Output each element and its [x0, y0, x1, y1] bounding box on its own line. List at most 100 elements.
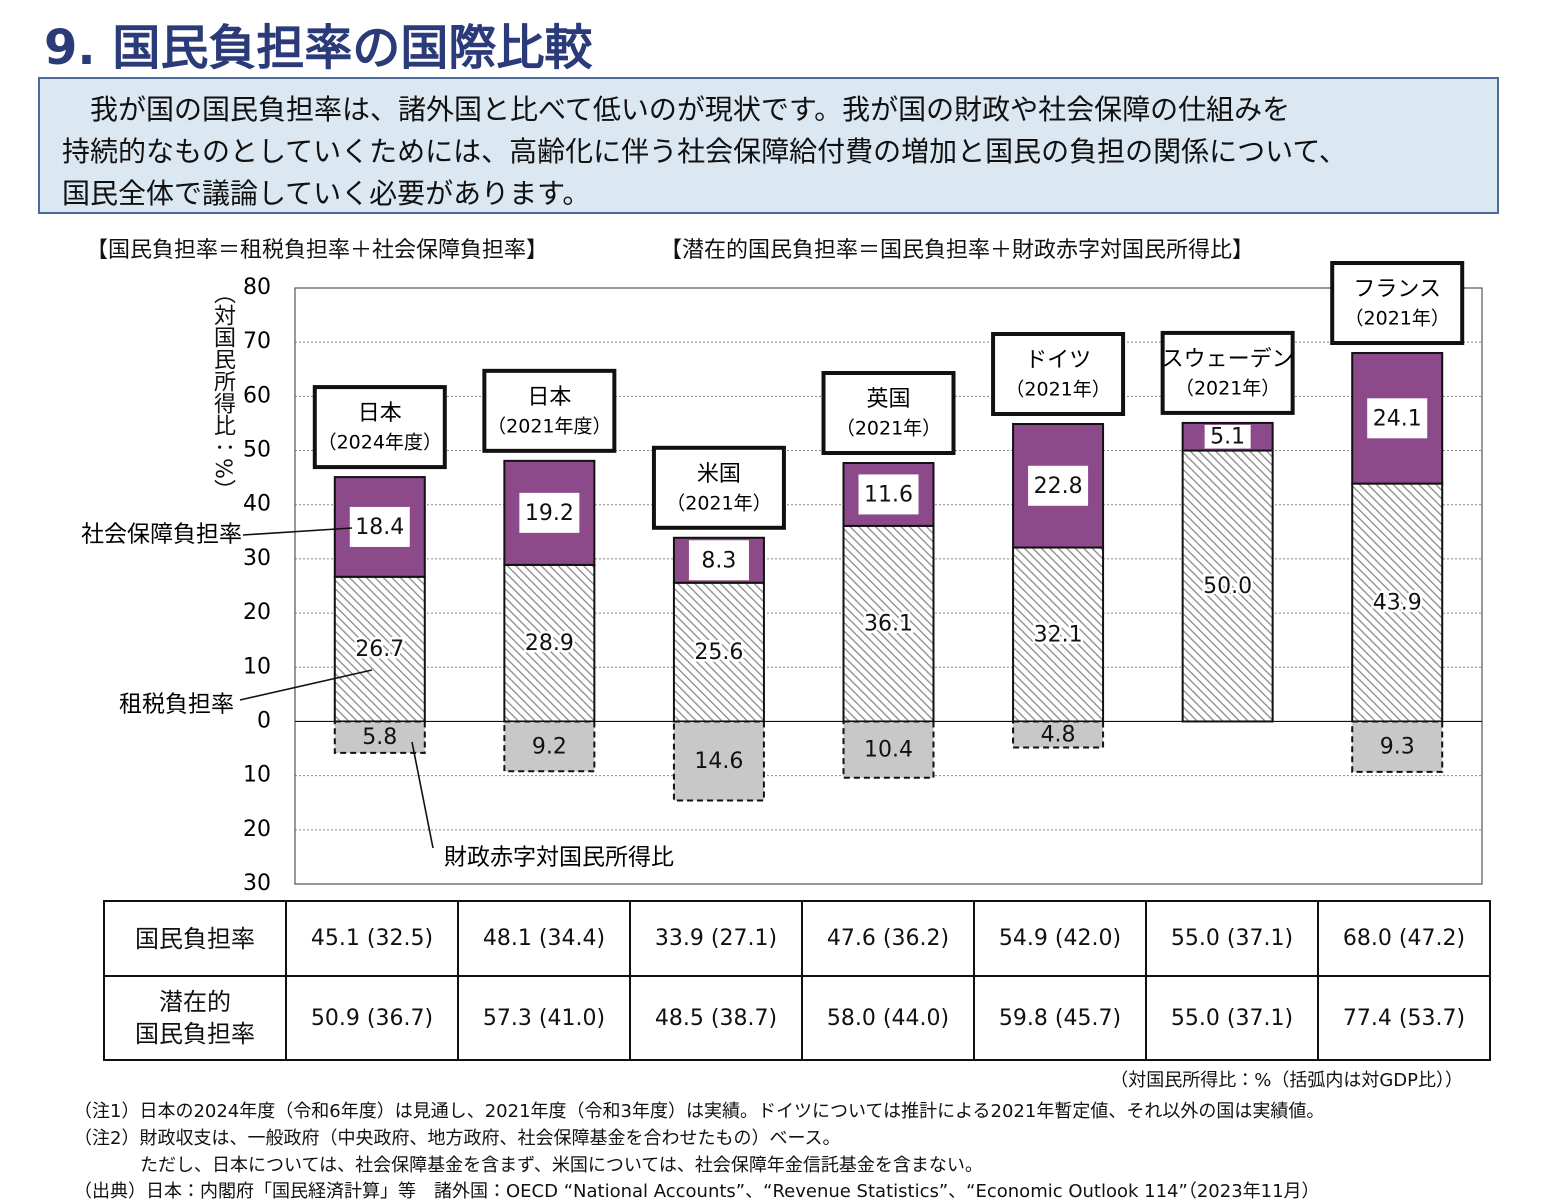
y-tick-label: 80 [243, 275, 271, 300]
formula: 【国民負担率＝租税負担率＋社会保障負担率】 [86, 238, 549, 263]
table-cell: 47.6 (36.2) [801, 900, 975, 977]
category-year: （2021年） [1005, 378, 1110, 400]
value-label: 5.1 [1210, 425, 1245, 450]
formula: 【潜在的国民負担率＝国民負担率＋財政赤字対国民所得比】 [660, 238, 1255, 263]
category-year: （2024年度） [318, 432, 442, 454]
table-cell: 68.0 (47.2) [1317, 900, 1491, 977]
y-tick-label: 30 [243, 871, 271, 896]
y-tick-label: 10 [243, 763, 271, 788]
y-tick-label: 0 [257, 708, 271, 733]
y-tick-label: 40 [243, 492, 271, 517]
table-cell: 55.0 (37.1) [1145, 975, 1319, 1061]
bar-segment [1181, 449, 1274, 723]
value-label: 22.8 [1034, 474, 1083, 499]
category-box [991, 331, 1126, 416]
annotation: 租税負担率 [119, 692, 234, 718]
category-label: 日本 [358, 401, 402, 426]
value-label: 9.3 [1380, 735, 1415, 760]
value-label: 9.2 [532, 734, 567, 759]
table-cell: 48.5 (38.7) [629, 975, 803, 1061]
category-label: フランス [1353, 277, 1441, 302]
value-label: 26.7 [355, 637, 404, 662]
category-year: （2021年） [666, 492, 771, 514]
value-label: 10.4 [864, 738, 913, 763]
value-label-box [519, 492, 580, 533]
leader-line [411, 741, 434, 849]
value-label: 28.9 [525, 631, 574, 656]
table-cell: 77.4 (53.7) [1317, 975, 1491, 1061]
table-cell: 54.9 (42.0) [973, 900, 1147, 977]
table-row: 国民負担率 45.1 (32.5) 48.1 (34.4) 33.9 (27.1) 47… [103, 900, 1491, 977]
table-cell: 59.8 (45.7) [973, 975, 1147, 1061]
table-row: 潜在的 国民負担率 50.9 (36.7) 57.3 (41.0) 48.5 (38.… [103, 975, 1491, 1061]
table-cell: 58.0 (44.0) [801, 975, 975, 1061]
category-year: （2021年） [1175, 377, 1280, 399]
category-box [821, 371, 956, 456]
note: （出典）日本：内閣府「国民経済計算」等 諸外国：OECD “National A… [74, 1181, 1320, 1202]
category-label: 日本 [527, 385, 571, 410]
page-title: 9. 国民負担率の国際比較 [44, 20, 593, 76]
value-label: 4.8 [1041, 722, 1076, 747]
category-year: （2021年度） [487, 415, 611, 437]
value-label: 25.6 [694, 640, 743, 665]
y-tick-label: 20 [243, 817, 271, 842]
leader-line [239, 669, 373, 701]
annotation: 社会保障負担率 [81, 522, 242, 548]
category-label: 英国 [866, 387, 910, 412]
leader-line [242, 527, 353, 536]
bar-segment [503, 720, 596, 773]
intro-line: 持続的なものとしていくためには、高齢化に伴う社会保障給付費の増加と国民の負担の関… [62, 135, 1347, 168]
category-box [312, 385, 447, 470]
value-label: 19.2 [525, 501, 574, 526]
unit-note: （対国民所得比：%（括弧内は対GDP比）） [1110, 1070, 1463, 1091]
category-label: スウェーデン [1162, 347, 1294, 372]
y-tick-label: 60 [243, 383, 271, 408]
value-label-box [1028, 465, 1089, 506]
value-label-box [1204, 424, 1251, 449]
value-label: 18.4 [355, 515, 404, 540]
value-label: 8.3 [701, 548, 736, 573]
category-box [651, 445, 786, 530]
y-tick-label: 20 [243, 600, 271, 625]
value-label: 14.6 [694, 749, 743, 774]
bar-segment [672, 720, 765, 802]
note: （注2）財政収支は、一般政府（中央政府、地方政府、社会保障基金を合わせたもの）ベ… [74, 1128, 841, 1149]
intro-line: 国民全体で議論していく必要があります。 [62, 177, 591, 210]
value-label-box [1367, 398, 1428, 439]
category-year: （2021年） [1345, 308, 1450, 330]
category-label: ドイツ [1025, 348, 1091, 373]
plot-frame [294, 287, 1483, 885]
table-cell: 33.9 (27.1) [629, 900, 803, 977]
note: （注1）日本の2024年度（令和6年度）は見通し、2021年度（令和3年度）は実… [74, 1101, 1325, 1122]
value-label-box [349, 506, 410, 547]
y-tick-label: 50 [243, 438, 271, 463]
annotation: 財政赤字対国民所得比 [444, 845, 674, 871]
y-tick-label: 10 [243, 654, 271, 679]
value-label: 32.1 [1034, 622, 1083, 647]
row-header: 潜在的 国民負担率 [103, 975, 287, 1061]
table-cell: 57.3 (41.0) [457, 975, 631, 1061]
value-label: 36.1 [864, 612, 913, 637]
table-cell: 50.9 (36.7) [285, 975, 459, 1061]
table-cell: 55.0 (37.1) [1145, 900, 1319, 977]
intro-box: 我が国の国民負担率は、諸外国と比べて低いのが現状です。我が国の財政や社会保障の仕… [38, 77, 1499, 214]
bar-segment [842, 720, 935, 779]
value-label: 50.0 [1203, 574, 1252, 599]
value-label: 43.9 [1373, 591, 1422, 616]
category-year: （2021年） [836, 418, 941, 440]
y-tick-label: 30 [243, 546, 271, 571]
y-axis-title: （対国民所得比：%） [210, 282, 235, 501]
category-box [1330, 261, 1465, 346]
value-label-box [858, 474, 919, 515]
intro-line: 我が国の国民負担率は、諸外国と比べて低いのが現状です。我が国の財政や社会保障の仕… [62, 93, 1291, 126]
bar-segment [1351, 720, 1444, 773]
row-header: 国民負担率 [103, 900, 287, 977]
value-label: 11.6 [864, 482, 913, 507]
table-cell: 48.1 (34.4) [457, 900, 631, 977]
data-table: 国民負担率 45.1 (32.5) 48.1 (34.4) 33.9 (27.1) 47… [103, 900, 1491, 1061]
category-box [1160, 330, 1295, 415]
table-cell: 45.1 (32.5) [285, 900, 459, 977]
